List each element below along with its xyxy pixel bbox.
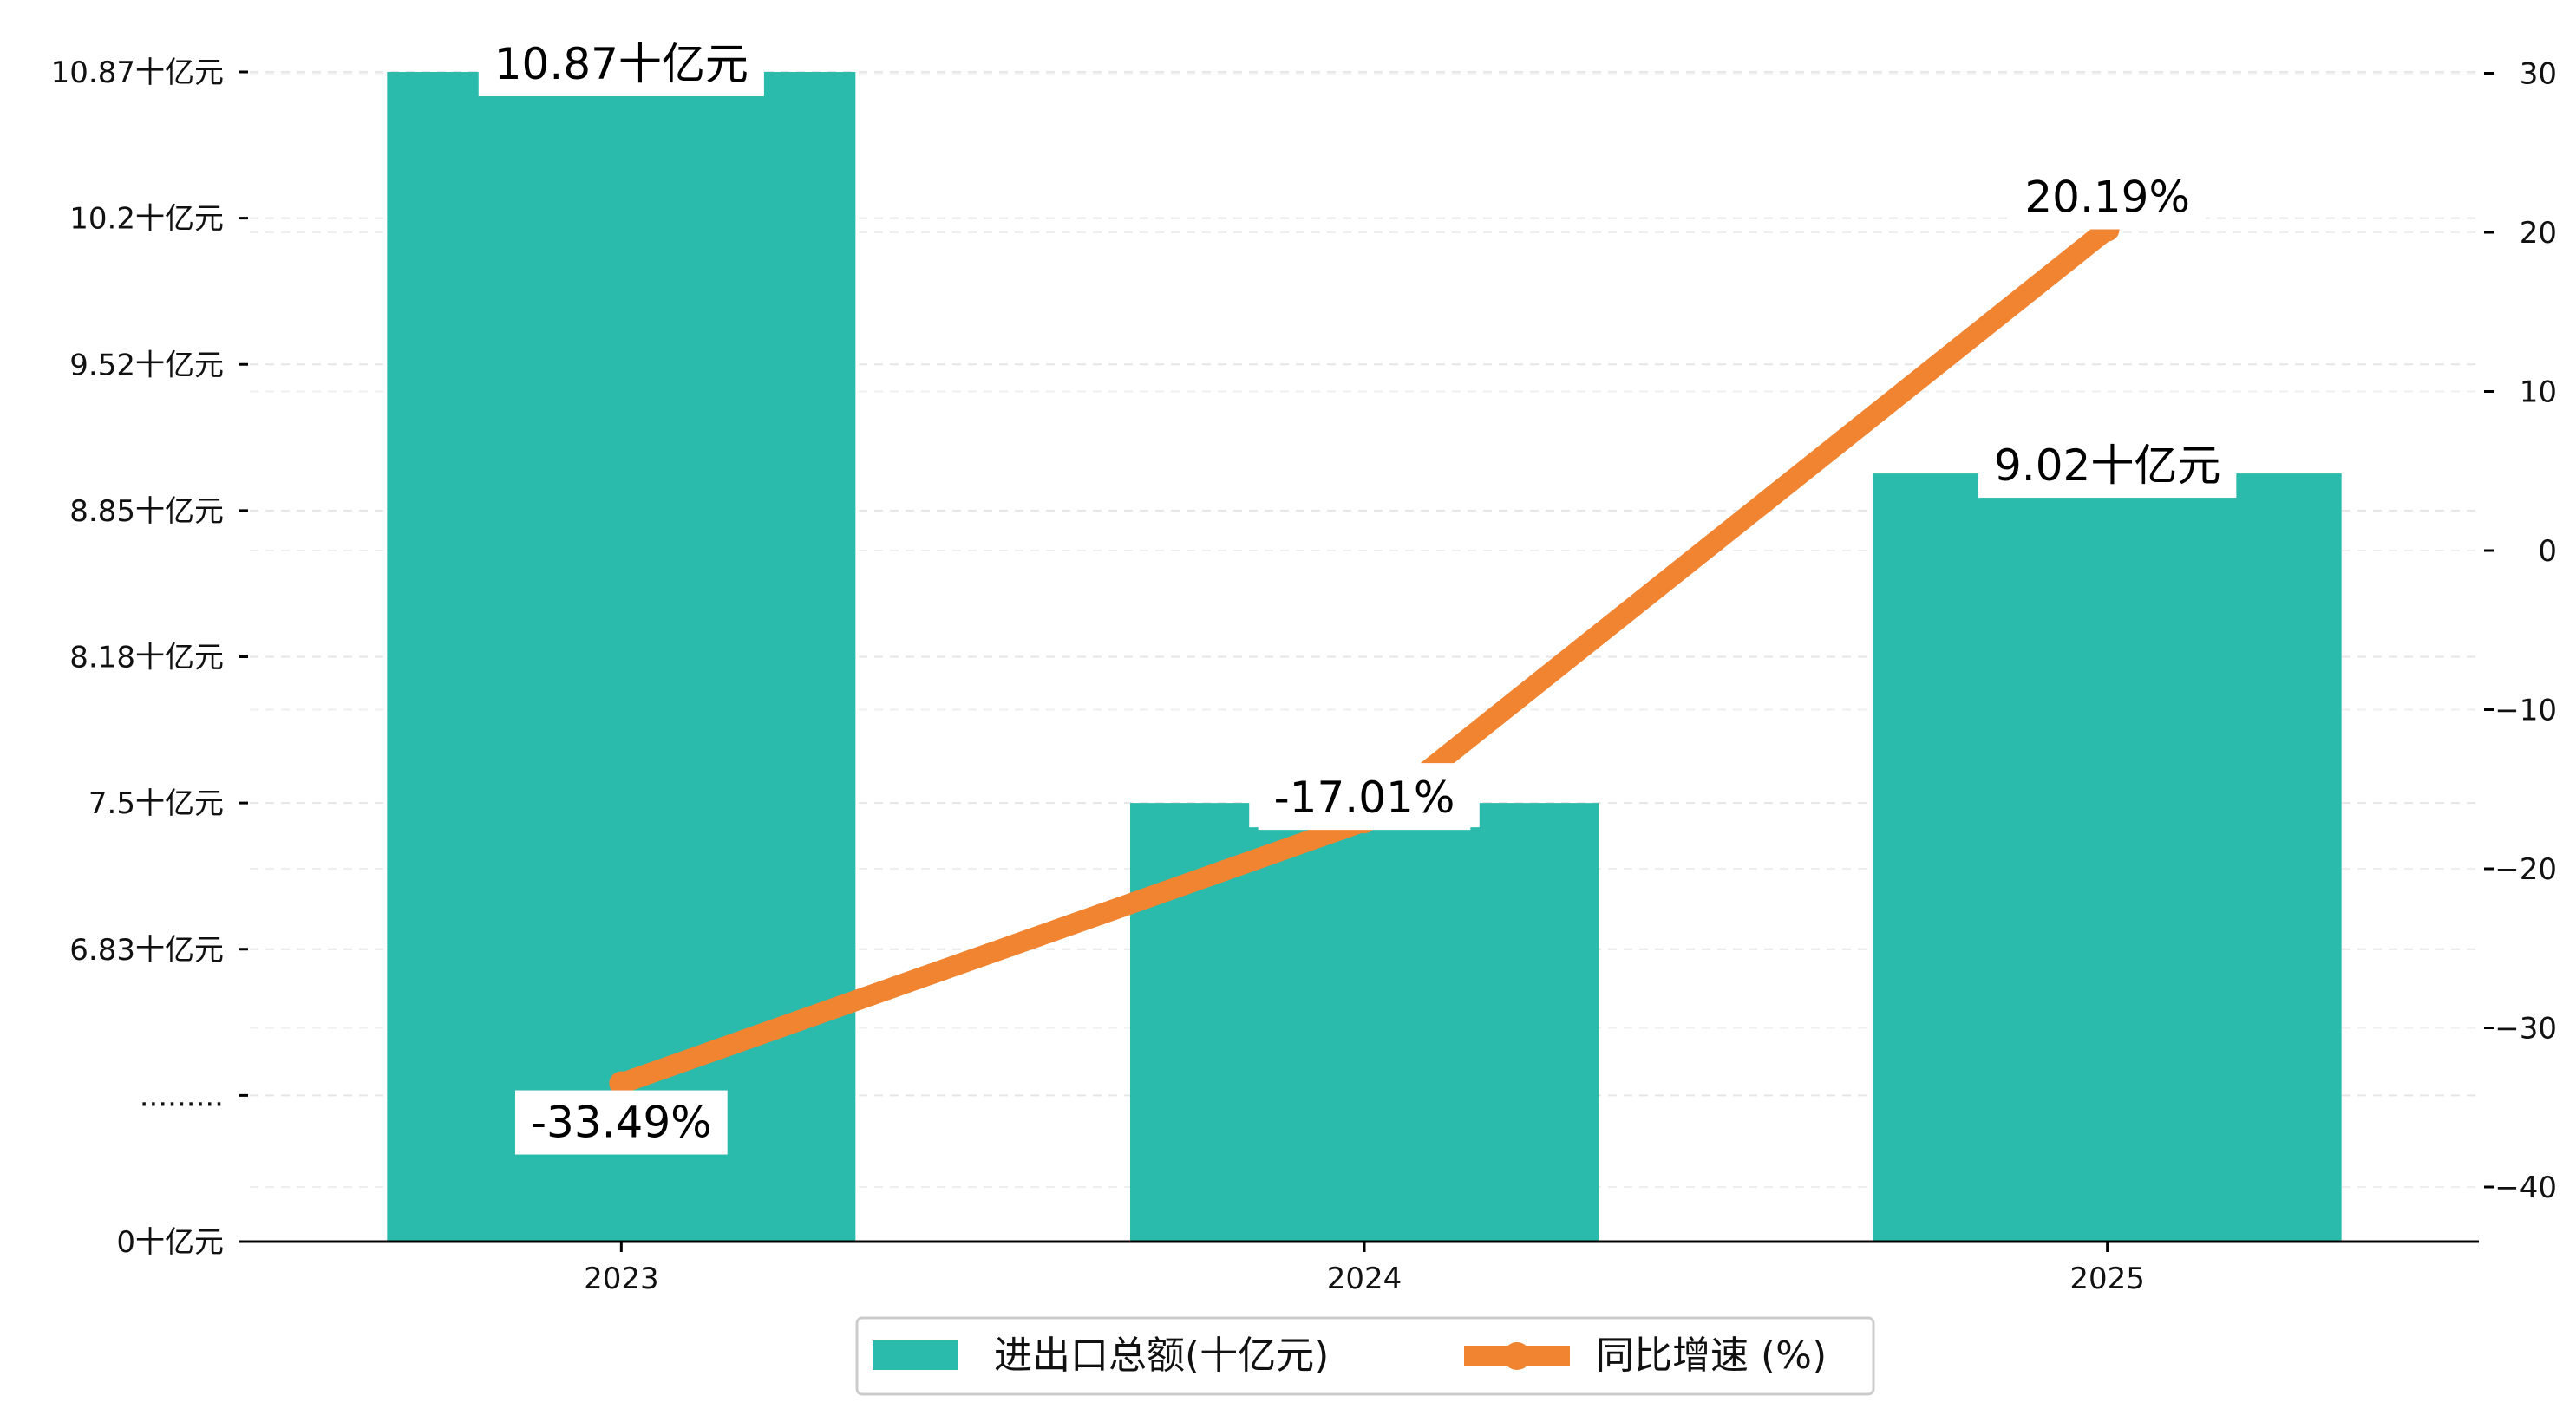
bar-value-label-2025: 9.02十亿元 xyxy=(1978,434,2237,499)
right-tick-label: −10 xyxy=(2494,694,2557,728)
bar-value-label-2023: 10.87十亿元 xyxy=(478,32,764,96)
left-tick-label: 6.83十亿元 xyxy=(69,933,224,968)
growth-value-label-2024-text: -17.01% xyxy=(1274,773,1455,823)
right-tick-label: 10 xyxy=(2520,375,2557,410)
bar-2025 xyxy=(1873,473,2342,1242)
growth-value-label-2023-box xyxy=(514,1090,728,1155)
legend: 进出口总额(十亿元) 同比增速 (%) xyxy=(855,1316,1875,1396)
growth-value-label-2025: 20.19% xyxy=(2009,165,2206,230)
bar-value-label-2025-box xyxy=(1978,434,2237,499)
legend-line-marker xyxy=(1503,1342,1531,1370)
growth-value-label-2025-box xyxy=(2009,165,2206,230)
left-tick-label: 10.2十亿元 xyxy=(69,202,224,237)
x-tick-label-2024: 2024 xyxy=(1327,1262,1402,1296)
x-tick-label-2025: 2025 xyxy=(2069,1262,2145,1296)
bar-series xyxy=(387,72,2342,1242)
bar-value-label-2023-text: 10.87十亿元 xyxy=(494,39,749,89)
x-tick-label-2023: 2023 xyxy=(584,1262,659,1296)
left-tick-label: 8.85十亿元 xyxy=(69,494,224,529)
left-tick-label: 10.87十亿元 xyxy=(51,55,224,90)
right-tick-label: −20 xyxy=(2494,852,2557,887)
left-tick-label: 8.18十亿元 xyxy=(69,641,224,675)
growth-value-label-2023-text: -33.49% xyxy=(531,1098,712,1148)
left-tick-label: 7.5十亿元 xyxy=(88,786,224,821)
growth-point-2023 xyxy=(609,1071,634,1096)
growth-value-label-2025-text: 20.19% xyxy=(2024,173,2190,223)
growth-value-label-2024-box xyxy=(1258,766,1471,831)
legend-line-label: 同比增速 (%) xyxy=(1596,1333,1827,1378)
data-labels: 10.87十亿元7.5十亿元9.02十亿元-33.49%-17.01%20.19… xyxy=(478,32,2237,1155)
left-tick-label: 0十亿元 xyxy=(116,1225,224,1260)
left-tick-label: 9.52十亿元 xyxy=(69,348,224,382)
left-tick-label: ......... xyxy=(140,1079,224,1113)
right-tick-label: 30 xyxy=(2520,57,2557,92)
bar-2023 xyxy=(387,72,856,1242)
axes: 0十亿元......... 6.83十亿元 7.5十亿元 8.18十亿元 8.85十亿元… xyxy=(51,55,2557,1296)
legend-frame xyxy=(855,1316,1875,1396)
bar-value-label-2023-box xyxy=(478,32,764,96)
right-tick-label: −30 xyxy=(2494,1012,2557,1047)
growth-value-label-2023: -33.49% xyxy=(514,1090,728,1155)
right-tick-label: 20 xyxy=(2520,216,2557,251)
bar-value-label-2025-text: 9.02十亿元 xyxy=(1994,440,2220,491)
right-tick-label: −40 xyxy=(2494,1170,2557,1205)
legend-bar-label: 进出口总额(十亿元) xyxy=(994,1333,1329,1378)
growth-value-label-2024: -17.01% xyxy=(1258,766,1471,831)
legend-bar-swatch xyxy=(873,1340,958,1370)
right-tick-label: 0 xyxy=(2538,534,2557,569)
